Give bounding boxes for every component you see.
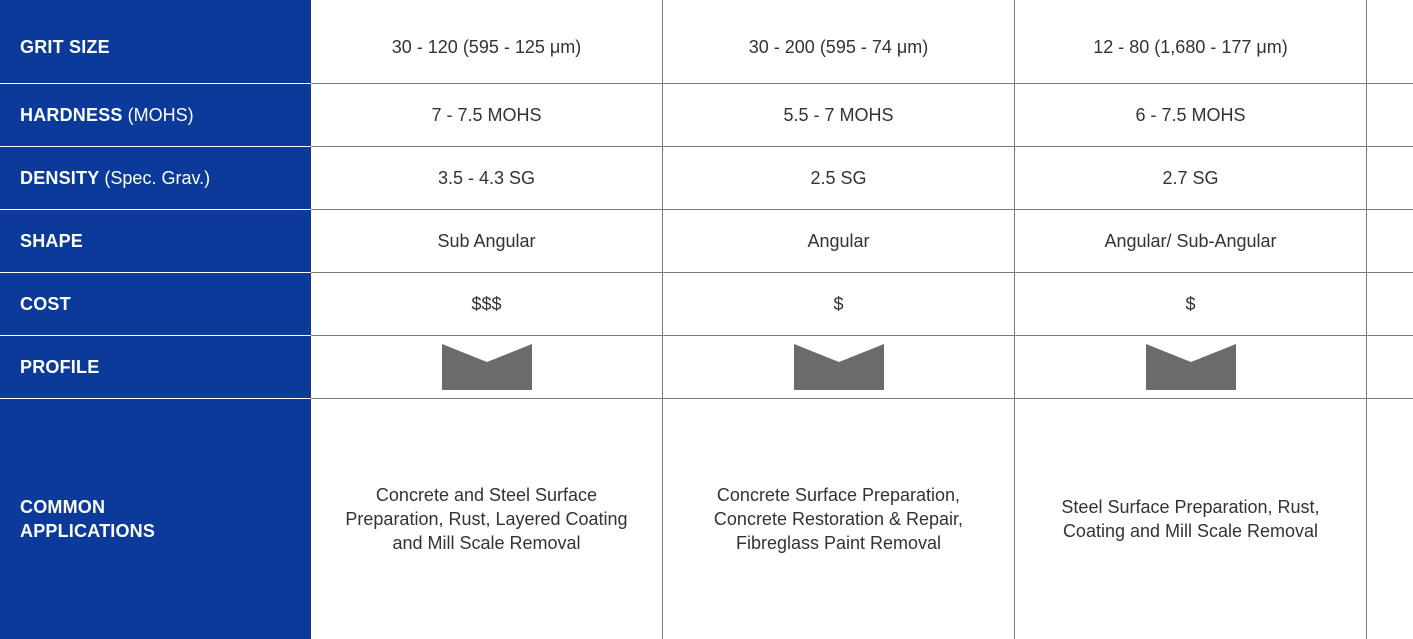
- row-label-profile: PROFILE: [0, 336, 311, 399]
- value-cell: $$$: [311, 273, 663, 336]
- row-edge: [1367, 84, 1413, 147]
- row-label-hardness: HARDNESS (MOHS): [0, 84, 311, 147]
- profile-shape-icon: [793, 344, 884, 390]
- value-cell: 30 - 120 (595 - 125 μm): [311, 12, 663, 84]
- row-label-suffix: (Spec. Grav.): [99, 167, 211, 188]
- row-edge: [1367, 399, 1413, 639]
- header-strip-cell: [1015, 0, 1367, 12]
- value-cell: Angular: [663, 210, 1015, 273]
- value-cell: 30 - 200 (595 - 74 μm): [663, 12, 1015, 84]
- row-label-common-applications: COMMON APPLICATIONS: [0, 399, 311, 639]
- row-label-suffix: (MOHS): [122, 104, 194, 125]
- value-cell: Steel Surface Preparation, Rust, Coating…: [1015, 399, 1367, 639]
- header-strip-cell: [663, 0, 1015, 12]
- row-label-shape: SHAPE: [0, 210, 311, 273]
- row-label-text: SHAPE: [20, 230, 84, 251]
- value-cell: Sub Angular: [311, 210, 663, 273]
- row-label-text: PROFILE: [20, 356, 100, 377]
- value-cell: Concrete and Steel Surface Preparation, …: [311, 399, 663, 639]
- value-cell: 2.7 SG: [1015, 147, 1367, 210]
- row-edge: [1367, 336, 1413, 399]
- value-cell: 3.5 - 4.3 SG: [311, 147, 663, 210]
- row-edge: [1367, 12, 1413, 84]
- value-cell: [311, 336, 663, 399]
- profile-shape-icon: [1145, 344, 1236, 390]
- header-strip-edge: [1367, 0, 1413, 12]
- value-cell: 12 - 80 (1,680 - 177 μm): [1015, 12, 1367, 84]
- value-cell: Concrete Surface Preparation, Concrete R…: [663, 399, 1015, 639]
- row-label-density: DENSITY (Spec. Grav.): [0, 147, 311, 210]
- header-strip-cell: [311, 0, 663, 12]
- value-cell: $: [1015, 273, 1367, 336]
- header-strip-label: [0, 0, 311, 12]
- value-cell: 6 - 7.5 MOHS: [1015, 84, 1367, 147]
- row-label-text: COMMON APPLICATIONS: [20, 496, 156, 541]
- row-label-text: DENSITY: [20, 167, 100, 188]
- value-cell: 2.5 SG: [663, 147, 1015, 210]
- value-cell: 5.5 - 7 MOHS: [663, 84, 1015, 147]
- row-label-grit-size: GRIT SIZE: [0, 12, 311, 84]
- value-cell: [663, 336, 1015, 399]
- profile-shape-icon: [441, 344, 532, 390]
- value-cell: 7 - 7.5 MOHS: [311, 84, 663, 147]
- row-label-text: GRIT SIZE: [20, 37, 110, 58]
- row-label-text: COST: [20, 293, 71, 314]
- row-edge: [1367, 210, 1413, 273]
- row-label-text: HARDNESS: [20, 104, 123, 125]
- row-edge: [1367, 273, 1413, 336]
- value-cell: Angular/ Sub-Angular: [1015, 210, 1367, 273]
- value-cell: [1015, 336, 1367, 399]
- value-cell: $: [663, 273, 1015, 336]
- row-label-cost: COST: [0, 273, 311, 336]
- row-edge: [1367, 147, 1413, 210]
